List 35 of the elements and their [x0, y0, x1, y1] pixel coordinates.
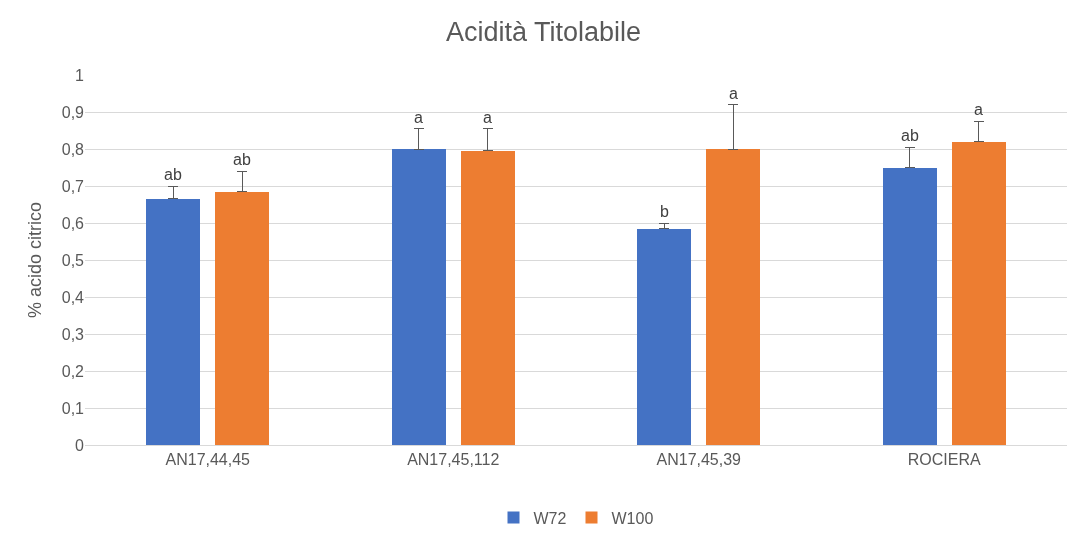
x-tick-label: ROCIERA	[907, 451, 982, 469]
bar	[952, 142, 1006, 445]
data-label: a	[414, 109, 423, 126]
y-tick-label: 0,4	[61, 288, 85, 306]
y-tick-label: 1	[75, 66, 85, 84]
data-label: ab	[164, 166, 182, 183]
bar	[706, 149, 760, 445]
x-tick-label: AN17,45,112	[407, 451, 500, 469]
data-label: ab	[233, 151, 251, 168]
bar	[637, 229, 691, 445]
y-tick-label: 0,5	[61, 251, 85, 269]
y-tick-label: 0,2	[61, 362, 85, 380]
chart-title: Acidità Titolabile	[445, 16, 642, 47]
data-label: a	[974, 101, 983, 118]
y-tick-label: 0,1	[61, 399, 85, 417]
bar	[146, 199, 200, 445]
y-tick-label: 0,7	[61, 177, 85, 195]
y-tick-label: 0,9	[61, 103, 85, 121]
bar	[461, 151, 515, 445]
x-tick-label: AN17,45,39	[656, 451, 742, 469]
data-label: a	[729, 85, 738, 102]
legend-label: W72	[533, 509, 567, 527]
y-tick-label: 0,8	[61, 140, 85, 158]
y-tick-label: 0,3	[61, 325, 85, 343]
x-tick-label: AN17,44,45	[165, 451, 251, 469]
bar	[392, 149, 446, 445]
y-tick-label: 0,6	[61, 214, 85, 232]
data-label: a	[483, 109, 492, 126]
data-label: ab	[901, 127, 919, 144]
legend-label: W100	[611, 509, 654, 527]
y-axis-title: % acido citrico	[24, 201, 45, 319]
bar	[883, 168, 937, 445]
y-tick-label: 0	[75, 436, 85, 454]
bar	[215, 192, 269, 445]
data-label: b	[660, 203, 669, 220]
